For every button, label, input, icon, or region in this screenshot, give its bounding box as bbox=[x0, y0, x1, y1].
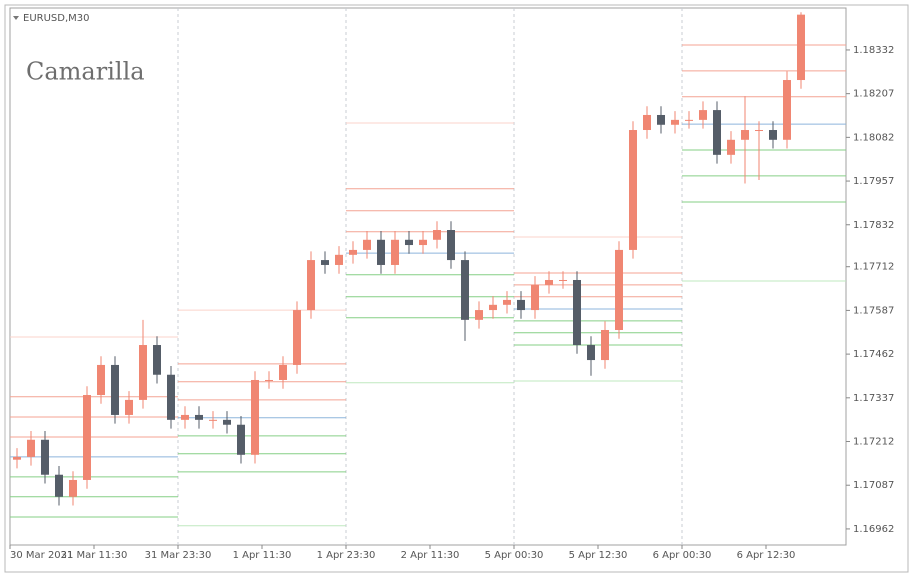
candle-body bbox=[391, 239, 399, 265]
candle-body bbox=[405, 239, 413, 246]
candle-body bbox=[797, 14, 805, 81]
candle-body bbox=[111, 364, 119, 415]
candle-body bbox=[335, 254, 343, 265]
y-tick-label: 1.17212 bbox=[853, 437, 894, 448]
candle-body bbox=[419, 239, 427, 246]
plot-area bbox=[9, 7, 847, 546]
candle-body bbox=[195, 414, 203, 420]
x-tick-label: 5 Apr 12:30 bbox=[569, 550, 628, 561]
candle-body bbox=[97, 364, 105, 396]
candle-body bbox=[251, 379, 259, 455]
x-tick-label: 6 Apr 00:30 bbox=[653, 550, 712, 561]
y-tick-label: 1.18207 bbox=[853, 89, 894, 100]
candle-body bbox=[223, 419, 231, 425]
candle-body bbox=[349, 249, 357, 255]
candle-body bbox=[41, 439, 49, 475]
x-tick-label: 31 Mar 23:30 bbox=[145, 550, 212, 561]
x-tick-label: 5 Apr 00:30 bbox=[485, 550, 544, 561]
y-tick-label: 1.17337 bbox=[853, 393, 894, 404]
candle-body bbox=[699, 110, 707, 120]
candle-body bbox=[741, 130, 749, 140]
candle-body bbox=[727, 139, 735, 155]
candle-body bbox=[167, 374, 175, 420]
candle-body bbox=[293, 310, 301, 365]
candle-body bbox=[769, 130, 777, 140]
candle-body bbox=[321, 260, 329, 265]
y-tick-label: 1.17587 bbox=[853, 305, 894, 316]
candle-body bbox=[559, 279, 567, 281]
y-tick-label: 1.18332 bbox=[853, 45, 894, 56]
x-tick-label: 31 Mar 11:30 bbox=[61, 550, 128, 561]
candle-body bbox=[657, 114, 665, 125]
candle-body bbox=[629, 130, 637, 250]
candle-body bbox=[475, 310, 483, 320]
candle-body bbox=[685, 119, 693, 121]
y-tick-label: 1.18082 bbox=[853, 132, 894, 143]
candle-body bbox=[237, 424, 245, 455]
menu-arrow[interactable] bbox=[13, 16, 19, 20]
candle-body bbox=[489, 304, 497, 311]
candle-body bbox=[531, 284, 539, 311]
candle-body bbox=[433, 230, 441, 240]
chart-title: Camarilla bbox=[26, 58, 145, 86]
y-tick-label: 1.17957 bbox=[853, 176, 894, 187]
candle-body bbox=[377, 239, 385, 265]
candle-body bbox=[755, 130, 763, 132]
x-tick-label: 30 Mar 2021 bbox=[10, 550, 73, 561]
candle-body bbox=[573, 279, 581, 346]
candle-body bbox=[83, 395, 91, 480]
candle-body bbox=[69, 479, 77, 497]
candle-body bbox=[503, 299, 511, 305]
candle-body bbox=[363, 239, 371, 250]
candle-body bbox=[615, 249, 623, 330]
x-tick-label: 2 Apr 11:30 bbox=[401, 550, 460, 561]
y-tick-label: 1.17087 bbox=[853, 480, 894, 491]
candle-body bbox=[139, 345, 147, 400]
candle-body bbox=[27, 439, 35, 457]
candle-body bbox=[587, 345, 595, 361]
candle-body bbox=[461, 260, 469, 320]
candle-body bbox=[307, 260, 315, 311]
y-tick-label: 1.17832 bbox=[853, 220, 894, 231]
candle-body bbox=[545, 279, 553, 285]
candle-body bbox=[125, 399, 133, 415]
candle-body bbox=[13, 456, 21, 460]
candle-body bbox=[783, 80, 791, 140]
candle-body bbox=[153, 345, 161, 375]
candle-body bbox=[643, 114, 651, 131]
candle-body bbox=[713, 110, 721, 155]
candle-body bbox=[279, 364, 287, 380]
candle-body bbox=[517, 299, 525, 311]
y-tick-label: 1.17462 bbox=[853, 349, 894, 360]
candle-body bbox=[55, 474, 63, 497]
candle-body bbox=[671, 119, 679, 125]
x-tick-label: 1 Apr 23:30 bbox=[317, 550, 376, 561]
candle-body bbox=[601, 329, 609, 361]
candle-body bbox=[209, 419, 217, 421]
y-tick-label: 1.17712 bbox=[853, 262, 894, 273]
y-tick-label: 1.16962 bbox=[853, 524, 894, 535]
x-tick-label: 1 Apr 11:30 bbox=[233, 550, 292, 561]
candle-body bbox=[447, 230, 455, 261]
candle-body bbox=[265, 379, 273, 381]
x-tick-label: 6 Apr 12:30 bbox=[737, 550, 796, 561]
symbol-label: EURUSD,M30 bbox=[23, 13, 89, 24]
candle-body bbox=[181, 414, 189, 420]
